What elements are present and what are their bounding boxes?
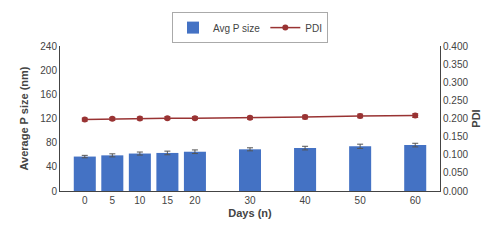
svg-text:0: 0 [51, 186, 57, 197]
svg-text:240: 240 [40, 41, 57, 52]
svg-text:Average P size (nm): Average P size (nm) [18, 66, 30, 170]
svg-text:0.250: 0.250 [443, 95, 468, 106]
svg-text:40: 40 [46, 161, 58, 172]
svg-text:0.150: 0.150 [443, 131, 468, 142]
svg-text:0.050: 0.050 [443, 167, 468, 178]
svg-text:30: 30 [244, 195, 256, 206]
svg-text:60: 60 [410, 195, 422, 206]
svg-text:0.000: 0.000 [443, 186, 468, 197]
svg-text:80: 80 [46, 137, 58, 148]
svg-text:5: 5 [110, 195, 116, 206]
svg-text:40: 40 [300, 195, 312, 206]
svg-text:0.350: 0.350 [443, 59, 468, 70]
svg-text:50: 50 [355, 195, 367, 206]
svg-text:0: 0 [82, 195, 88, 206]
svg-text:15: 15 [162, 195, 174, 206]
svg-text:160: 160 [40, 89, 57, 100]
svg-text:Avg P size: Avg P size [213, 23, 260, 34]
svg-text:PDI: PDI [470, 109, 482, 127]
svg-text:PDI: PDI [305, 23, 322, 34]
svg-text:120: 120 [40, 113, 57, 124]
svg-text:Days (n): Days (n) [228, 207, 272, 219]
svg-text:0.400: 0.400 [443, 41, 468, 52]
svg-text:10: 10 [134, 195, 146, 206]
svg-text:0.300: 0.300 [443, 77, 468, 88]
svg-text:0.200: 0.200 [443, 113, 468, 124]
svg-text:200: 200 [40, 65, 57, 76]
svg-text:0.100: 0.100 [443, 149, 468, 160]
svg-text:20: 20 [189, 195, 201, 206]
